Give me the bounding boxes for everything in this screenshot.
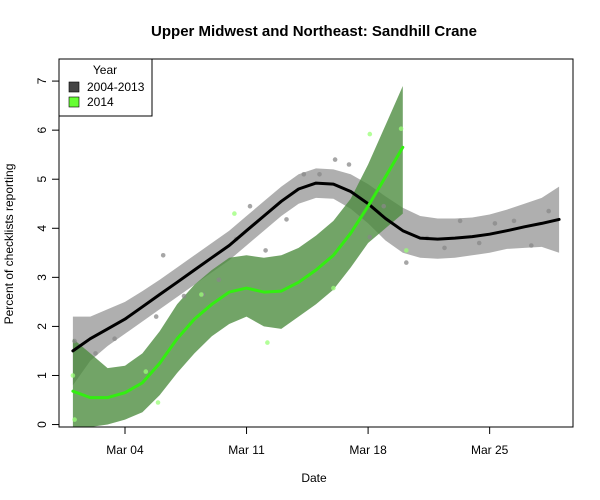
data-point-2004-2013-5: [181, 293, 187, 299]
data-point-2004-2013-11: [284, 217, 289, 222]
data-point-2014-10: [404, 248, 409, 253]
y-tick-label-3: 3: [35, 274, 49, 281]
data-point-2004-2013-15: [346, 162, 352, 167]
y-axis-label: Percent of checklists reporting: [2, 164, 16, 325]
axes: [58, 58, 574, 428]
data-point-2004-2013-9: [247, 203, 253, 209]
data-point-2004-2013-26: [546, 208, 551, 214]
legend-title: Year: [93, 63, 117, 77]
data-points: [70, 126, 551, 422]
data-point-2014-1: [72, 417, 77, 422]
data-point-2004-2013-24: [511, 218, 517, 224]
data-point-2004-2013-10: [263, 248, 268, 253]
y-tick-label-0: 0: [35, 421, 49, 428]
legend-swatch-2014: [68, 96, 80, 108]
data-point-2014-3: [155, 400, 161, 405]
legend-label-2014: 2014: [87, 95, 114, 109]
trend-line-2004-2013: [71, 181, 561, 353]
data-point-2004-2013-13: [317, 172, 322, 177]
legend: Year 2004-2013 2014: [58, 58, 153, 117]
confidence-band-2004-2013: [72, 168, 560, 386]
x-tick-label-2: Mar 18: [349, 443, 387, 457]
trend-line-2014: [71, 145, 405, 400]
data-point-2004-2013-0: [72, 338, 77, 344]
data-point-2014-6: [265, 340, 270, 345]
x-axis-ticks: Mar 04 Mar 11 Mar 18 Mar 25: [106, 427, 509, 457]
y-tick-label-1: 1: [35, 372, 49, 379]
x-tick-label-3: Mar 25: [471, 443, 509, 457]
data-point-2004-2013-23: [492, 221, 498, 226]
data-point-2004-2013-7: [216, 277, 222, 283]
data-point-2004-2013-22: [476, 240, 482, 246]
data-point-2004-2013-4: [160, 253, 166, 258]
data-point-2004-2013-14: [332, 157, 338, 162]
data-point-2014-5: [232, 211, 237, 216]
data-point-2004-2013-25: [529, 243, 534, 248]
data-point-2004-2013-17: [381, 203, 387, 209]
data-point-2004-2013-1: [93, 351, 98, 356]
data-point-2014-4: [199, 292, 204, 297]
trend-lines: [71, 145, 561, 400]
data-point-2004-2013-18: [404, 260, 409, 265]
x-tick-label-0: Mar 04: [106, 443, 144, 457]
data-point-2004-2013-3: [153, 314, 159, 319]
y-tick-label-5: 5: [35, 176, 49, 183]
data-point-2004-2013-16: [367, 234, 373, 240]
y-tick-label-4: 4: [35, 225, 49, 232]
confidence-bands: [72, 86, 560, 427]
x-tick-label-1: Mar 11: [228, 443, 265, 457]
confidence-band-2014: [72, 86, 403, 427]
chart-title: Upper Midwest and Northeast: Sandhill Cr…: [151, 23, 477, 40]
plot-frame: [58, 58, 574, 428]
legend-swatch-2004-2013: [68, 81, 80, 93]
data-point-2014-9: [398, 126, 404, 131]
data-point-2014-7: [331, 285, 336, 291]
y-tick-label-7: 7: [35, 77, 49, 84]
y-tick-label-6: 6: [35, 126, 49, 133]
data-point-2004-2013-12: [301, 172, 307, 177]
data-point-2004-2013-2: [112, 336, 117, 342]
data-point-2014-8: [367, 131, 373, 137]
data-point-2004-2013-20: [442, 245, 447, 251]
x-axis-label: Date: [301, 471, 327, 485]
y-axis-ticks: 0 1 2 3 4 5 6 7: [35, 77, 59, 428]
data-point-2014-2: [143, 369, 149, 374]
data-point-2014-0: [70, 373, 76, 378]
legend-label-2004-2013: 2004-2013: [87, 80, 145, 94]
data-point-2004-2013-21: [457, 218, 463, 224]
y-tick-label-2: 2: [35, 323, 49, 330]
